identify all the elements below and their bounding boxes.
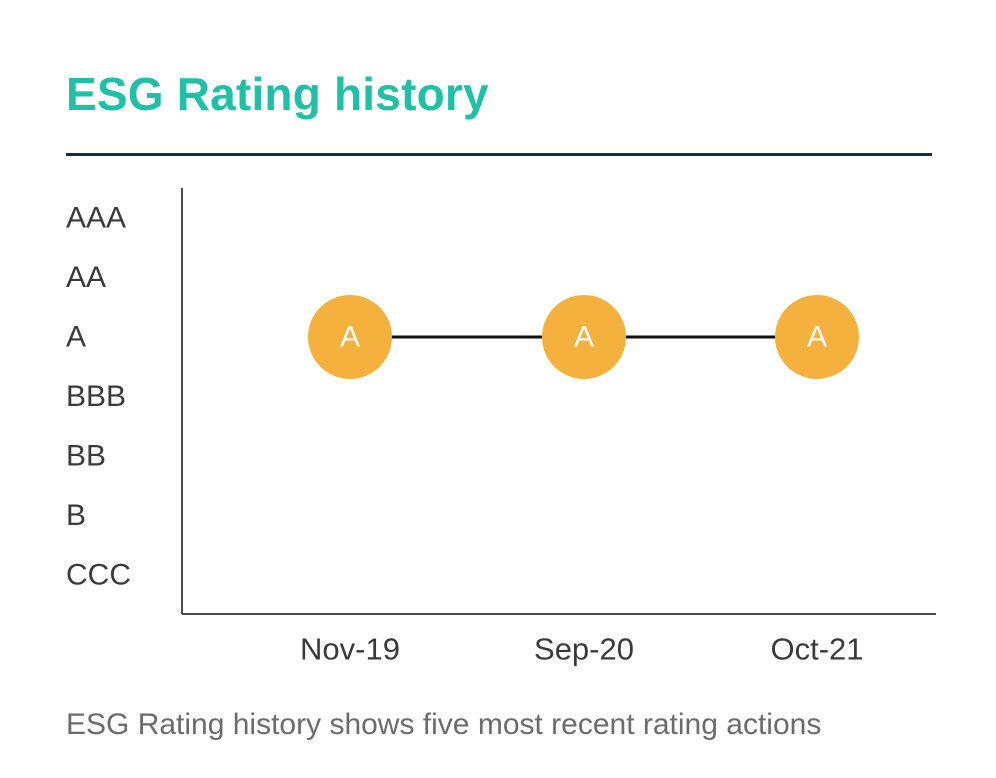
title-divider: [66, 153, 932, 156]
y-tick-label: BB: [66, 440, 106, 473]
x-tick-label: Sep-20: [534, 632, 634, 667]
rating-marker-label: A: [807, 321, 827, 354]
rating-marker: [775, 295, 859, 379]
y-tick-label: AA: [66, 261, 106, 294]
y-tick-label: A: [66, 321, 86, 354]
chart-caption: ESG Rating history shows five most recen…: [66, 708, 822, 741]
y-tick-label: B: [66, 499, 86, 532]
y-tick-label: BBB: [66, 380, 126, 413]
rating-marker-label: A: [574, 321, 594, 354]
x-tick-label: Nov-19: [300, 632, 400, 667]
x-tick-label: Oct-21: [770, 632, 863, 667]
y-tick-label: CCC: [66, 559, 131, 592]
rating-marker: [542, 295, 626, 379]
rating-marker: [308, 295, 392, 379]
rating-marker-label: A: [340, 321, 360, 354]
chart-title: ESG Rating history: [66, 68, 489, 120]
y-tick-label: AAA: [66, 202, 126, 235]
